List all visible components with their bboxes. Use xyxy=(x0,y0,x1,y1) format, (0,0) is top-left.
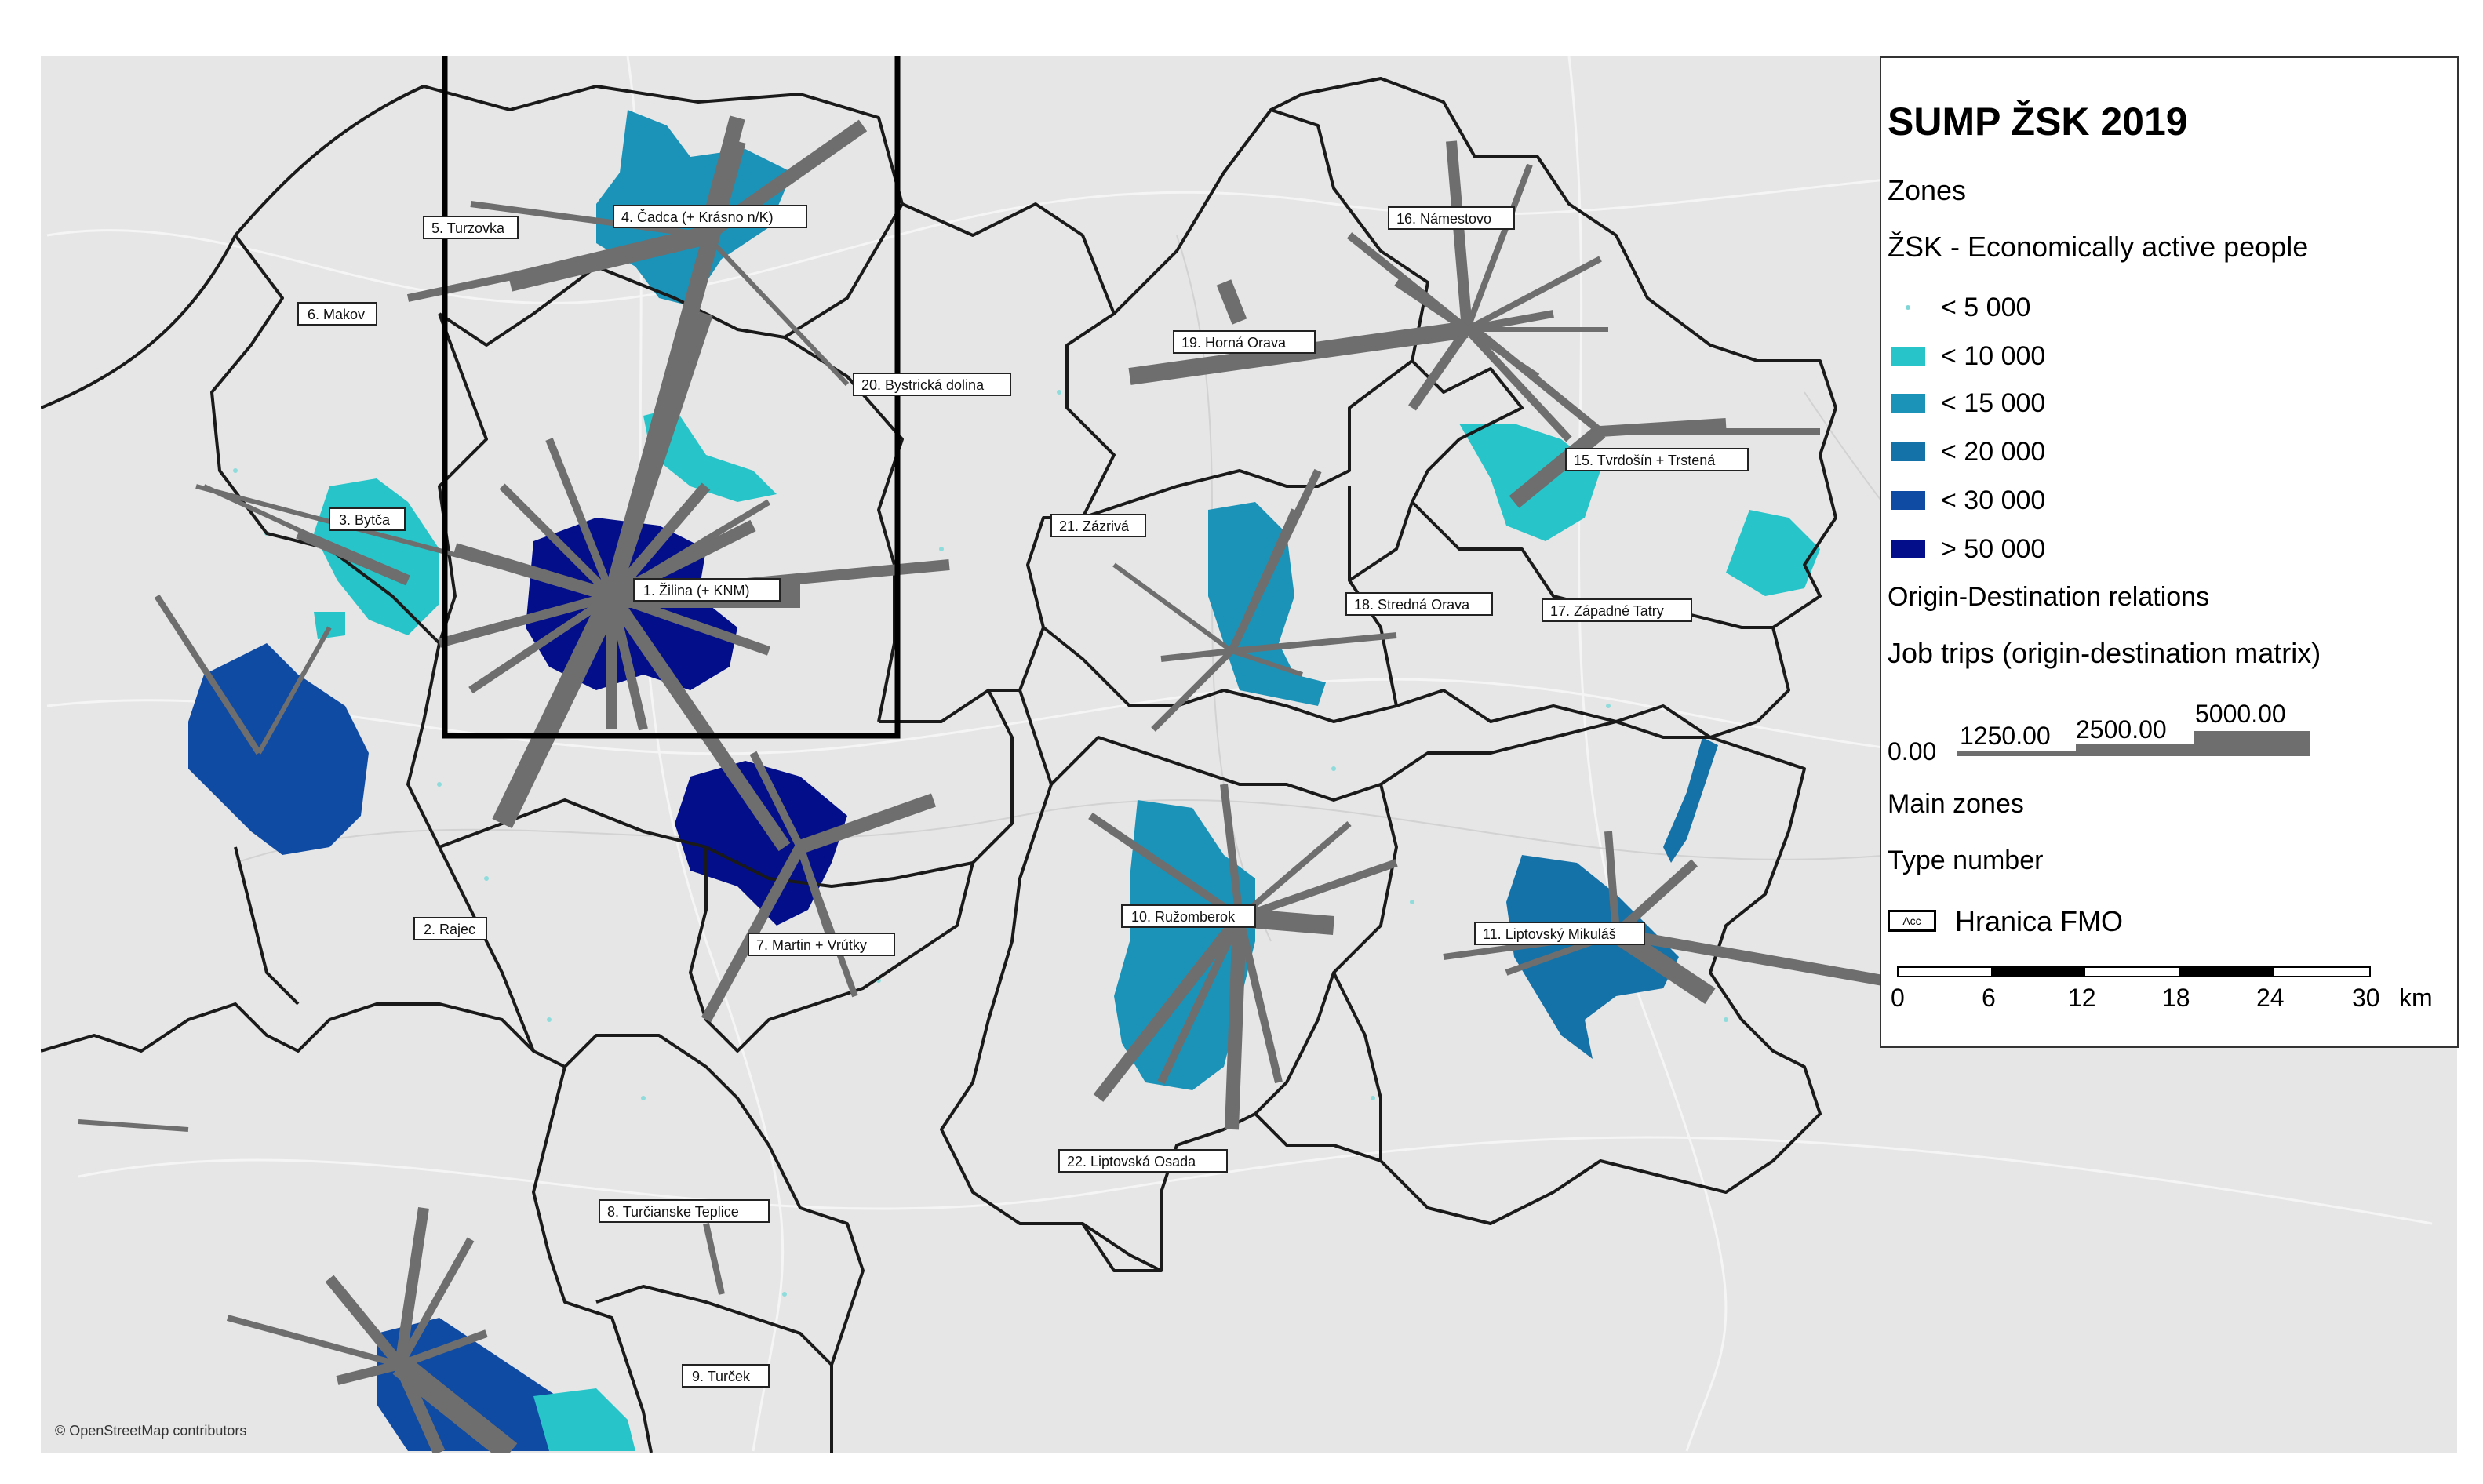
zone-label-turcek[interactable]: 9. Turček xyxy=(682,1364,770,1388)
svg-text:21. Zázrivá: 21. Zázrivá xyxy=(1059,518,1130,534)
legend-class-label: < 10 000 xyxy=(1941,340,2046,371)
zone-fill-ruzomberok xyxy=(1114,800,1255,1090)
zone-label-zilina[interactable]: 1. Žilina (+ KNM) xyxy=(633,578,781,602)
zone-label-makov[interactable]: 6. Makov xyxy=(297,302,377,326)
scale-tick-label: 24 xyxy=(2256,984,2285,1012)
legend-job-trip-2: 2500.00 xyxy=(2076,715,2167,744)
legend-econ-heading: ŽSK - Economically active people xyxy=(1888,231,2309,263)
zone-label-bytca[interactable]: 3. Bytča xyxy=(329,507,406,531)
svg-text:8. Turčianske Teplice: 8. Turčianske Teplice xyxy=(607,1204,739,1220)
legend-class-row: < 10 000 xyxy=(1891,340,2045,372)
scale-tick-label: 30 xyxy=(2352,984,2380,1012)
svg-text:18. Stredná Orava: 18. Stredná Orava xyxy=(1354,597,1470,613)
legend-type-number: Type number xyxy=(1888,846,2044,875)
zone-labels: 1. Žilina (+ KNM) 2. Rajec 3. Bytča 4. Č… xyxy=(297,205,1749,1388)
zone-fill-zilina-north xyxy=(643,408,777,502)
svg-text:6. Makov: 6. Makov xyxy=(308,307,365,322)
zone-label-namestovo[interactable]: 16. Námestovo xyxy=(1388,206,1515,230)
svg-text:9. Turček: 9. Turček xyxy=(692,1369,751,1384)
legend-class-row: < 20 000 xyxy=(1891,436,2045,467)
svg-text:1. Žilina (+ KNM): 1. Žilina (+ KNM) xyxy=(643,583,750,598)
legend-fmo-label: Hranica FMO xyxy=(1955,905,2124,937)
legend-job-trip-bar-2 xyxy=(2076,744,2194,756)
scale-tick-label: 6 xyxy=(1982,984,1996,1012)
scale-tick-label: 12 xyxy=(2068,984,2096,1012)
svg-text:15. Tvrdošín + Trstená: 15. Tvrdošín + Trstená xyxy=(1574,453,1716,468)
svg-text:19. Horná Orava: 19. Horná Orava xyxy=(1181,335,1287,351)
legend-class-label: < 30 000 xyxy=(1941,485,2046,515)
legend-swatch xyxy=(1891,394,1925,413)
map-legend: SUMP ŽSK 2019 Zones ŽSK - Economically a… xyxy=(1880,56,2459,1048)
scale-tick-label: 18 xyxy=(2162,984,2190,1012)
zone-label-liptovska-osada[interactable]: 22. Liptovská Osada xyxy=(1058,1149,1228,1173)
legend-od-heading: Origin-Destination relations xyxy=(1888,582,2210,612)
zone-label-horna-orava[interactable]: 19. Horná Orava xyxy=(1173,330,1316,354)
scale-bar xyxy=(1897,966,2371,977)
zone-label-zapadne-tatry[interactable]: 17. Západné Tatry xyxy=(1542,598,1692,622)
zone-label-bystricka-dolina[interactable]: 20. Bystrická dolina xyxy=(853,373,1011,396)
svg-text:16. Námestovo: 16. Námestovo xyxy=(1396,211,1491,227)
legend-swatch xyxy=(1891,540,1925,558)
zone-boundaries xyxy=(41,77,1837,1453)
svg-text:22. Liptovská Osada: 22. Liptovská Osada xyxy=(1067,1154,1196,1169)
legend-swatch xyxy=(1891,491,1925,510)
legend-fmo-icon: Acc xyxy=(1888,910,1936,932)
legend-job-trip-0: 0.00 xyxy=(1888,737,1937,766)
map-attribution: © OpenStreetMap contributors xyxy=(55,1423,246,1439)
svg-text:11. Liptovský Mikuláš: 11. Liptovský Mikuláš xyxy=(1483,926,1616,942)
zone-fill-trstena xyxy=(1726,510,1820,596)
zone-label-tvrdosin[interactable]: 15. Tvrdošín + Trstená xyxy=(1565,448,1749,471)
zone-label-turzovka[interactable]: 5. Turzovka xyxy=(423,216,519,239)
svg-text:7. Martin + Vrútky: 7. Martin + Vrútky xyxy=(756,937,867,953)
zone-label-cadca[interactable]: 4. Čadca (+ Krásno n/K) xyxy=(613,205,807,228)
legend-zones-heading: Zones xyxy=(1888,174,1967,206)
scale-unit: km xyxy=(2399,984,2433,1012)
legend-job-trip-3: 5000.00 xyxy=(2195,700,2286,728)
zone-label-ruzomberok[interactable]: 10. Ružomberok xyxy=(1121,904,1256,928)
zone-label-stredna-orava[interactable]: 18. Stredná Orava xyxy=(1345,592,1493,616)
legend-class-label: < 5 000 xyxy=(1941,292,2031,322)
legend-job-trip-1: 1250.00 xyxy=(1960,722,2051,750)
svg-text:10. Ružomberok: 10. Ružomberok xyxy=(1131,909,1236,925)
legend-job-trip-bar-1 xyxy=(1957,751,2076,756)
legend-class-row: < 5 000 xyxy=(1891,292,2030,323)
svg-text:4. Čadca (+ Krásno n/K): 4. Čadca (+ Krásno n/K) xyxy=(621,209,774,225)
svg-text:17. Západné Tatry: 17. Západné Tatry xyxy=(1550,603,1664,619)
zone-fill-southwest-light xyxy=(533,1388,635,1451)
legend-class-row: < 15 000 xyxy=(1891,387,2045,419)
legend-swatch-dot xyxy=(1906,305,1910,310)
scale-tick-label: 0 xyxy=(1891,984,1905,1012)
legend-job-trips-heading: Job trips (origin-destination matrix) xyxy=(1888,637,2321,669)
zone-label-liptovsky-mikulas[interactable]: 11. Liptovský Mikuláš xyxy=(1474,922,1645,945)
zone-fill-liptovsky-mikulas xyxy=(1506,855,1679,1059)
legend-title: SUMP ŽSK 2019 xyxy=(1888,100,2188,144)
svg-text:2. Rajec: 2. Rajec xyxy=(424,922,475,937)
legend-main-zones: Main zones xyxy=(1888,789,2024,819)
legend-swatch xyxy=(1891,442,1925,461)
legend-job-trip-bar-3 xyxy=(2194,731,2310,756)
legend-class-row: < 30 000 xyxy=(1891,485,2045,516)
zone-fill-west xyxy=(188,643,369,855)
svg-text:20. Bystrická dolina: 20. Bystrická dolina xyxy=(861,377,985,393)
zone-label-zazriva[interactable]: 21. Zázrivá xyxy=(1050,514,1146,537)
zone-label-turcianske-teplice[interactable]: 8. Turčianske Teplice xyxy=(599,1199,770,1223)
zone-fill-liptovsky-mikulas-north xyxy=(1663,737,1718,863)
svg-text:3. Bytča: 3. Bytča xyxy=(339,512,391,528)
legend-class-label: < 20 000 xyxy=(1941,436,2046,467)
zone-label-rajec[interactable]: 2. Rajec xyxy=(413,917,487,940)
legend-swatch xyxy=(1891,347,1925,366)
zone-fill-bytca-south xyxy=(314,612,345,639)
zone-label-martin[interactable]: 7. Martin + Vrútky xyxy=(748,933,895,956)
svg-text:5. Turzovka: 5. Turzovka xyxy=(431,220,505,236)
legend-class-label: < 15 000 xyxy=(1941,387,2046,418)
legend-class-row: > 50 000 xyxy=(1891,533,2045,565)
legend-class-label: > 50 000 xyxy=(1941,533,2046,564)
